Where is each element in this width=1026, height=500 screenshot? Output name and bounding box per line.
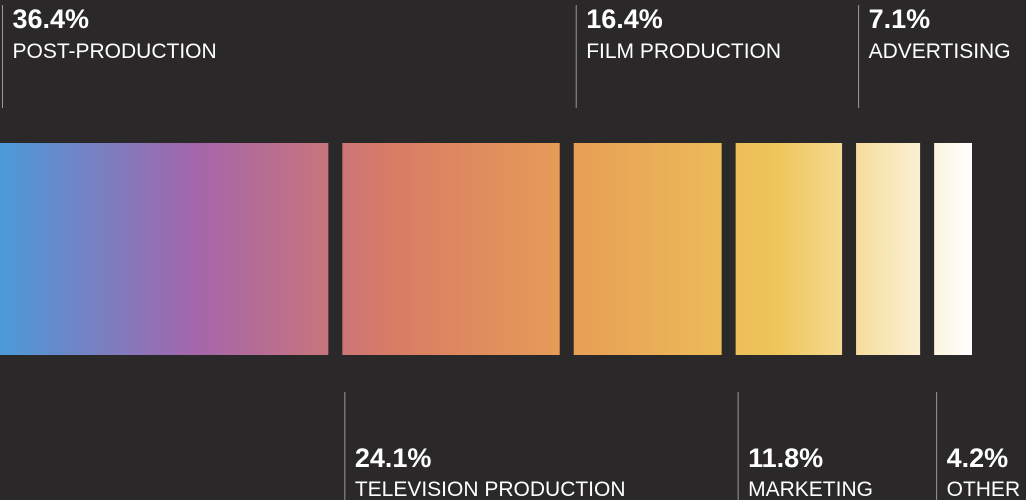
segment-film-production	[573, 143, 722, 355]
value-label-post-production: 36.4%	[13, 4, 90, 34]
category-label-other: OTHER	[947, 478, 1021, 500]
value-label-other: 4.2%	[947, 443, 1009, 473]
segments-group	[0, 143, 972, 355]
segment-other	[934, 143, 972, 355]
category-label-film-production: FILM PRODUCTION	[586, 40, 781, 63]
segment-television-production	[342, 143, 560, 355]
category-label-advertising: ADVERTISING	[869, 40, 1011, 63]
value-label-film-production: 16.4%	[586, 4, 663, 34]
labels-group: 36.4% POST-PRODUCTION 24.1% TELEVISION PROD…	[2, 4, 1021, 500]
segment-advertising	[856, 143, 921, 355]
value-label-marketing: 11.8%	[748, 443, 823, 473]
category-label-television-production: TELEVISION PRODUCTION	[355, 478, 626, 500]
value-label-television-production: 24.1%	[355, 443, 432, 473]
category-label-post-production: POST-PRODUCTION	[13, 40, 217, 63]
category-label-marketing: MARKETING	[748, 478, 873, 500]
segment-marketing	[735, 143, 843, 355]
value-label-advertising: 7.1%	[869, 4, 931, 34]
segment-post-production	[0, 143, 329, 355]
